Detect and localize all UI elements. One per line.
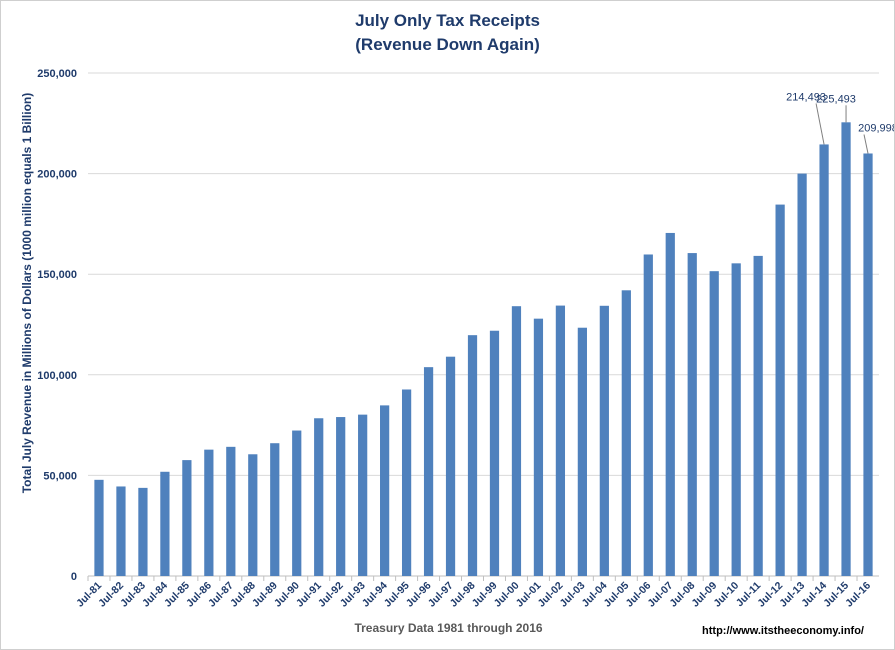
y-tick-label: 150,000	[37, 269, 77, 281]
bar	[226, 446, 236, 576]
bar	[511, 306, 522, 576]
bar	[314, 418, 324, 576]
bar	[819, 144, 829, 577]
bar	[336, 417, 346, 576]
bar	[467, 335, 478, 576]
bar	[138, 487, 148, 576]
annotation-leader	[815, 103, 825, 145]
bar	[709, 271, 719, 576]
y-tick-label: 100,000	[37, 370, 77, 382]
bar	[775, 204, 785, 577]
x-tick-label: Jul-16	[843, 580, 873, 610]
bar	[797, 173, 807, 576]
bar	[445, 356, 456, 576]
bar	[731, 263, 741, 576]
x-axis-label: Treasury Data 1981 through 2016	[354, 621, 543, 635]
bar	[380, 405, 390, 576]
source-url: http://www.itstheeconomy.info/	[702, 625, 864, 637]
bar	[423, 367, 434, 576]
bar	[621, 290, 631, 576]
bar	[94, 479, 104, 576]
bar	[248, 454, 258, 576]
bar	[599, 305, 609, 576]
bar	[643, 254, 653, 576]
bar	[204, 449, 214, 576]
bar	[160, 471, 170, 576]
bar	[555, 305, 566, 576]
bar	[270, 443, 280, 576]
bar	[687, 253, 697, 576]
bar	[116, 486, 126, 576]
bar	[489, 330, 500, 576]
bar	[292, 430, 302, 576]
y-tick-label: 0	[71, 571, 77, 583]
bar	[863, 153, 873, 577]
y-axis-label: Total July Revenue in Millions of Dollar…	[20, 92, 34, 494]
annotation-leader	[863, 134, 869, 154]
bar	[577, 327, 587, 576]
y-tick-label: 250,000	[37, 68, 77, 80]
bar	[533, 318, 544, 576]
bar	[182, 460, 192, 576]
y-tick-label: 200,000	[37, 169, 77, 181]
bar	[665, 232, 675, 577]
bar	[401, 389, 412, 576]
data-label: 209,998	[858, 122, 894, 134]
bar	[753, 255, 763, 576]
data-label: 214,493	[786, 91, 826, 103]
chart-subtitle: (Revenue Down Again)	[355, 35, 540, 54]
bar	[841, 122, 851, 577]
data-label: 225,493	[816, 93, 856, 105]
bar	[358, 414, 368, 576]
y-tick-label: 50,000	[43, 470, 77, 482]
chart-title: July Only Tax Receipts	[355, 11, 540, 30]
